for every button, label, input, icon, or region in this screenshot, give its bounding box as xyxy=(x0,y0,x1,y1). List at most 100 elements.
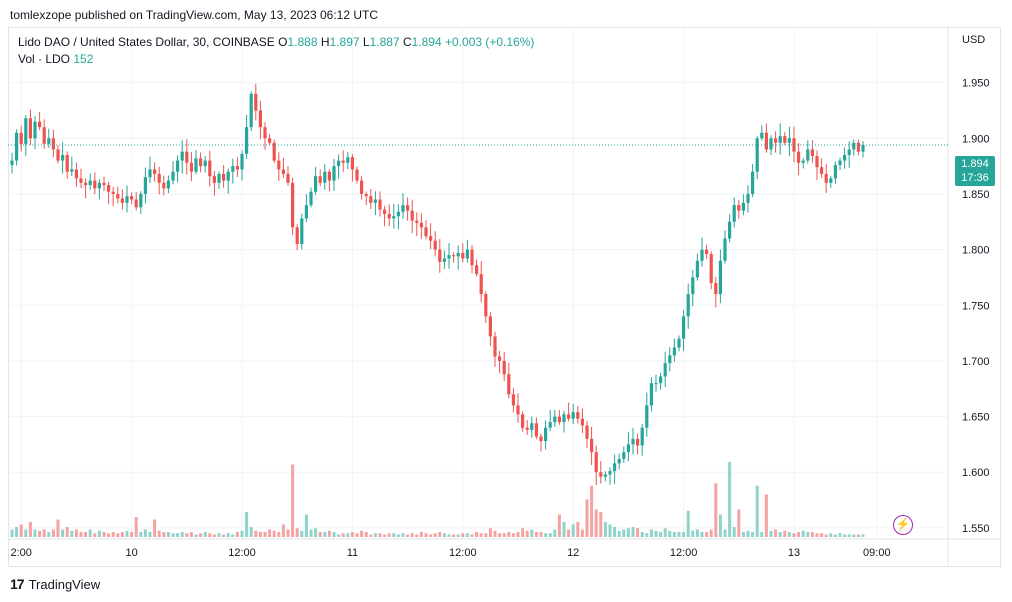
volume-bar xyxy=(544,533,548,537)
candle-body xyxy=(314,176,318,192)
candle-body xyxy=(419,222,423,228)
candle-body xyxy=(304,205,308,219)
volume-bar xyxy=(695,529,699,537)
volume-bar xyxy=(728,462,732,537)
y-tick-label: 1.900 xyxy=(962,133,990,145)
volume-bar xyxy=(452,534,456,537)
volume-bar xyxy=(778,532,782,537)
volume-bar xyxy=(217,533,221,537)
candle-body xyxy=(180,151,184,161)
volume-bar xyxy=(116,533,120,537)
candle-body xyxy=(373,199,377,203)
candle-body xyxy=(521,414,525,428)
volume-bar xyxy=(617,530,621,537)
candle-body xyxy=(199,158,203,167)
footer-brand: TradingView xyxy=(28,576,101,592)
candle-body xyxy=(516,405,520,415)
legend-change: +0.003 (+0.16%) xyxy=(445,35,535,49)
volume-bar xyxy=(682,532,686,537)
volume-bar xyxy=(346,533,350,537)
volume-bar xyxy=(580,529,584,537)
volume-bar xyxy=(806,532,810,537)
volume-bar xyxy=(833,534,837,537)
volume-bar xyxy=(157,530,161,537)
volume-bar xyxy=(613,527,617,537)
volume-bar xyxy=(631,527,635,537)
candle-body xyxy=(203,160,207,167)
candle-body xyxy=(668,355,672,364)
candle-body xyxy=(10,160,14,166)
volume-bar xyxy=(484,533,488,537)
volume-bar xyxy=(410,533,414,537)
volume-bar xyxy=(594,509,598,537)
volume-bar xyxy=(249,527,253,537)
volume-bar xyxy=(488,528,492,537)
candle-body xyxy=(401,205,405,212)
candle-body xyxy=(815,156,819,168)
x-tick-label: 11 xyxy=(347,547,358,559)
candle-body xyxy=(631,438,635,445)
volume-bar xyxy=(327,530,331,537)
volume-bar xyxy=(576,522,580,537)
volume-bar xyxy=(824,534,828,537)
volume-bar xyxy=(705,532,709,537)
candlestick-chart[interactable]: 1.550 1.600 1.650 1.700 1.750 1.800 1.850 1.900… xyxy=(8,27,1001,567)
volume-bar xyxy=(171,533,175,537)
volume-bar xyxy=(277,532,281,537)
candle-body xyxy=(852,142,856,150)
candle-body xyxy=(217,173,221,183)
candle-body xyxy=(580,418,584,426)
candle-body xyxy=(617,458,621,464)
candle-body xyxy=(263,127,267,139)
volume-bar xyxy=(258,532,262,537)
volume-bar xyxy=(530,529,534,537)
lightning-icon[interactable]: ⚡ xyxy=(893,515,913,535)
volume-bar xyxy=(373,533,377,537)
candle-body xyxy=(778,136,782,143)
candle-body xyxy=(797,151,801,163)
volume-bar xyxy=(272,530,276,537)
candle-body xyxy=(760,132,764,139)
candle-body xyxy=(640,427,644,446)
volume-bar xyxy=(360,530,364,537)
currency-label[interactable]: USD xyxy=(962,34,986,46)
candle-body xyxy=(553,416,557,423)
tradingview-logo-icon: 17 xyxy=(10,576,25,592)
candle-body xyxy=(364,193,368,197)
candle-body xyxy=(442,258,446,262)
candle-body xyxy=(226,171,230,181)
volume-bar xyxy=(861,534,865,537)
volume-bar xyxy=(240,530,244,537)
candle-body xyxy=(544,427,548,442)
candle-body xyxy=(488,316,492,337)
volume-bar xyxy=(235,532,239,537)
volume-bar xyxy=(378,533,382,537)
volume-bar xyxy=(553,529,557,537)
volume-bar xyxy=(364,532,368,537)
candle-body xyxy=(590,438,594,453)
candle-body xyxy=(116,193,120,199)
volume-bar xyxy=(369,534,373,537)
candle-body xyxy=(61,155,65,161)
x-tick-label: 12:00 xyxy=(449,547,477,559)
candle-body xyxy=(452,255,456,257)
volume-bar xyxy=(465,533,469,537)
candle-body xyxy=(38,121,42,128)
candle-body xyxy=(603,474,607,477)
legend-close-value: 1.894 xyxy=(411,35,442,49)
candle-body xyxy=(415,220,419,223)
candle-body xyxy=(327,171,331,181)
candle-body xyxy=(240,153,244,170)
volume-bar xyxy=(723,529,727,537)
volume-bar xyxy=(88,529,92,537)
x-tick-label: 2:00 xyxy=(10,547,31,559)
volume-bar xyxy=(502,533,506,537)
volume-bar xyxy=(314,528,318,537)
volume-bar xyxy=(350,532,354,537)
legend-volume-value: 152 xyxy=(73,52,94,66)
volume-bar xyxy=(102,532,106,537)
publish-line: tomlexzope published on TradingView.com,… xyxy=(10,8,378,22)
candle-body xyxy=(774,138,778,143)
volume-bar xyxy=(525,530,529,537)
candle-body xyxy=(143,177,147,194)
